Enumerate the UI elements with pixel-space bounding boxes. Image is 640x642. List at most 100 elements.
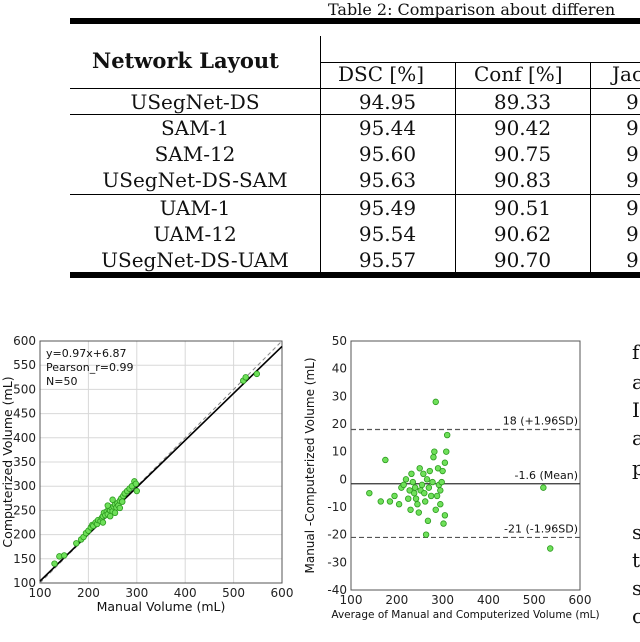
- data-point: [116, 504, 124, 512]
- table-cell-dsc: 95.63: [358, 168, 417, 192]
- x-axis-label: Manual Volume (mL): [97, 599, 226, 614]
- data-point: [407, 506, 414, 513]
- data-point: [431, 448, 438, 455]
- annotation-label: y=0.97x+6.87: [46, 347, 126, 360]
- data-point: [547, 545, 554, 552]
- data-point: [412, 495, 420, 502]
- data-point: [60, 552, 68, 559]
- x-tick-label: 600: [271, 586, 294, 600]
- table-cell-conf: 90.70: [493, 248, 552, 272]
- header-network-layout: Network Layout: [92, 48, 279, 73]
- x-tick-label: 600: [569, 593, 592, 607]
- data-point: [443, 431, 451, 439]
- table-subheader-rule: [320, 62, 640, 63]
- reference-line-label: -21 (-1.96SD): [504, 522, 578, 535]
- table-cell-conf: 90.42: [493, 116, 552, 140]
- x-tick-label: 300: [125, 586, 148, 600]
- x-tick-label: 300: [431, 593, 454, 607]
- table-cell-dsc: 95.57: [358, 248, 417, 272]
- y-tick-label: -10: [327, 500, 347, 514]
- table-cell-dsc: 95.49: [358, 196, 417, 220]
- table-cell-network: UAM-1: [159, 196, 231, 220]
- table-cell-dsc: 94.95: [358, 90, 417, 114]
- y-tick-label: 40: [332, 362, 347, 376]
- data-point: [51, 560, 58, 567]
- table-cell-jac: 9: [626, 248, 639, 272]
- x-axis-label: Average of Manual and Computerized Volum…: [331, 609, 599, 621]
- header-conf: Conf [%]: [474, 62, 563, 86]
- body-text-fragment: a: [632, 426, 640, 450]
- table-cell-network: SAM-12: [154, 142, 236, 166]
- data-point: [438, 478, 445, 486]
- body-text-fragment: a: [632, 370, 640, 394]
- data-point: [406, 487, 413, 494]
- table-cell-jac: 9: [626, 116, 639, 140]
- table-cell-network: USegNet-DS: [130, 90, 260, 114]
- body-text-fragment: p: [632, 456, 640, 480]
- x-tick-label: 100: [29, 586, 52, 600]
- data-point: [405, 495, 412, 502]
- y-tick-label: -20: [327, 528, 347, 542]
- data-point: [132, 480, 140, 487]
- data-point: [119, 498, 126, 505]
- data-point: [111, 509, 119, 517]
- x-tick-label: 500: [222, 586, 245, 600]
- y-tick-label: 100: [13, 576, 36, 590]
- data-point: [400, 481, 407, 489]
- data-point: [242, 374, 249, 381]
- y-tick-label: 600: [13, 334, 36, 348]
- y-tick-label: 350: [13, 455, 36, 469]
- data-point: [430, 453, 437, 461]
- data-point: [441, 459, 449, 466]
- data-point: [437, 501, 444, 508]
- table-cell-conf: 90.51: [493, 196, 552, 220]
- data-point: [425, 484, 433, 491]
- table-cell-conf: 89.33: [493, 90, 552, 114]
- plot-frame: [350, 340, 581, 591]
- x-tick-label: 100: [340, 593, 363, 607]
- data-point: [395, 501, 403, 508]
- data-point: [415, 509, 422, 516]
- regression-scatter-plot: 100 200 300 400 500 600 100 150 200 250 300 350 400 4…: [0, 334, 294, 614]
- data-point: [434, 465, 442, 472]
- y-tick-label: 30: [332, 389, 347, 403]
- data-point: [432, 506, 439, 513]
- bland-altman-plot: 100 200 300 400 500 600 -40 -30 -20 -10 0 10 20 30 40 5…: [303, 334, 600, 621]
- data-point: [441, 512, 449, 519]
- x-tick-label: 200: [385, 593, 408, 607]
- table-group-rule: [70, 194, 640, 195]
- table-cell-dsc: 95.54: [358, 222, 417, 246]
- data-point: [424, 517, 432, 525]
- y-tick-label: 150: [13, 552, 36, 566]
- x-tick-label: 400: [477, 593, 500, 607]
- table-cell-jac: 9: [626, 222, 639, 246]
- data-point: [426, 467, 433, 475]
- data-point: [421, 489, 428, 497]
- table-bottom-rule: [70, 272, 640, 278]
- data-point: [440, 520, 447, 527]
- x-tick-label: 400: [174, 586, 197, 600]
- table-top-rule: [70, 18, 640, 24]
- table-caption: Table 2: Comparison about differen: [328, 0, 616, 19]
- table-cell-jac: 9: [626, 142, 639, 166]
- body-text-fragment: I: [632, 398, 640, 422]
- data-point: [432, 398, 439, 406]
- table-cell-dsc: 95.44: [358, 116, 417, 140]
- table-cell-conf: 90.62: [493, 222, 552, 246]
- table-vertical-rule: [455, 62, 456, 276]
- y-tick-label: -30: [327, 555, 347, 569]
- body-text-fragment: c: [632, 604, 640, 628]
- table-cell-conf: 90.75: [493, 142, 552, 166]
- table-cell-network: USegNet-DS-UAM: [101, 248, 289, 272]
- body-text-fragment: t: [632, 548, 640, 572]
- data-point: [420, 470, 427, 477]
- header-dsc: DSC [%]: [338, 62, 425, 86]
- data-point: [133, 487, 140, 495]
- data-point: [414, 501, 421, 508]
- table-cell-dsc: 95.60: [358, 142, 417, 166]
- data-point: [429, 478, 436, 486]
- header-jac: Jac: [612, 62, 640, 86]
- data-point: [409, 478, 417, 486]
- y-tick-label: 20: [332, 417, 347, 431]
- data-point: [427, 492, 435, 500]
